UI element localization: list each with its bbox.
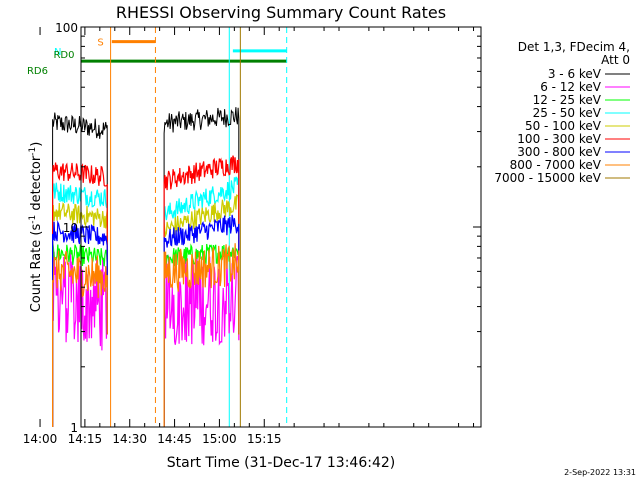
- series-line: [163, 107, 240, 427]
- y-tick-label: 1: [70, 421, 78, 435]
- footer-date: 2-Sep-2022 13:31: [564, 468, 636, 477]
- series-line: [52, 250, 108, 427]
- x-tick-label: 15:15: [247, 432, 282, 446]
- legend-label: 7000 - 15000 keV: [494, 171, 601, 185]
- series-line: [163, 155, 240, 427]
- flag-label-s: S: [97, 38, 103, 49]
- x-tick-label: 14:15: [68, 432, 103, 446]
- legend-label: 800 - 7000 keV: [510, 158, 602, 172]
- y-tick-label: 100: [55, 21, 78, 35]
- y-axis-label: Count Rate (s-1 detector-1): [28, 142, 44, 313]
- flag-label-rd0: RD0: [53, 50, 74, 61]
- series-traces: [52, 107, 240, 427]
- series-line: [52, 241, 108, 427]
- legend-label: 100 - 300 keV: [517, 132, 601, 146]
- y-label-sup: -1: [28, 215, 38, 224]
- legend-label: 50 - 100 keV: [525, 119, 602, 133]
- legend-label: 12 - 25 keV: [533, 93, 602, 107]
- series-line: [163, 194, 240, 427]
- x-tick-label: 14:45: [157, 432, 192, 446]
- y-label-sup2: -1: [28, 147, 38, 156]
- x-tick-label: 15:00: [202, 432, 237, 446]
- y-tick-label: 10: [63, 221, 78, 235]
- flag-label-rd6: RD6: [27, 66, 48, 77]
- legend-label: 6 - 12 keV: [540, 80, 602, 94]
- y-label-tail: detector: [29, 155, 44, 215]
- x-tick-label: 14:30: [112, 432, 147, 446]
- axes: 14:00 14:15 14:30 14:45 15:00 15:15 1 10 100: [23, 21, 481, 446]
- legend-label: 25 - 50 keV: [533, 106, 602, 120]
- x-tick-label: 14:00: [23, 432, 58, 446]
- y-label-main: Count Rate (s: [29, 224, 44, 313]
- legend-label: 3 - 6 keV: [548, 67, 602, 81]
- series-line: [163, 214, 240, 427]
- series-line: [52, 202, 108, 427]
- y-label-close: ): [29, 142, 44, 147]
- series-line: [52, 182, 108, 427]
- chart-title: RHESSI Observing Summary Count Rates: [116, 3, 446, 22]
- x-axis-label: Start Time (31-Dec-17 13:46:42): [167, 455, 395, 471]
- series-line: [52, 220, 108, 427]
- legend-label: 300 - 800 keV: [517, 145, 601, 159]
- series-line: [163, 243, 240, 427]
- plot-frame: [80, 26, 482, 428]
- flag-label-n: N: [54, 47, 61, 58]
- legend-header-line2: Att 0: [601, 53, 630, 67]
- series-line: [52, 112, 108, 427]
- legend-header-line1: Det 1,3, FDecim 4,: [518, 40, 630, 54]
- series-line: [52, 162, 108, 427]
- series-line: [163, 176, 240, 427]
